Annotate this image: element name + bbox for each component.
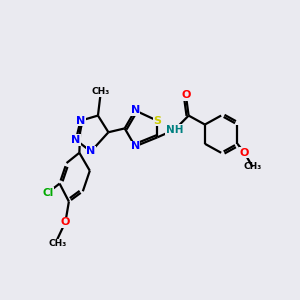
Text: O: O: [240, 148, 249, 158]
Text: CH₃: CH₃: [48, 239, 66, 248]
Text: CH₃: CH₃: [243, 162, 262, 171]
Text: N: N: [71, 135, 80, 145]
Text: N: N: [76, 116, 85, 126]
Text: Cl: Cl: [42, 188, 54, 198]
Text: O: O: [181, 90, 190, 100]
Text: N: N: [130, 141, 140, 152]
Text: N: N: [130, 105, 140, 116]
Text: N: N: [86, 146, 96, 157]
Text: CH₃: CH₃: [91, 87, 110, 96]
Text: O: O: [61, 217, 70, 227]
Text: NH: NH: [166, 125, 183, 135]
Text: S: S: [153, 116, 161, 126]
